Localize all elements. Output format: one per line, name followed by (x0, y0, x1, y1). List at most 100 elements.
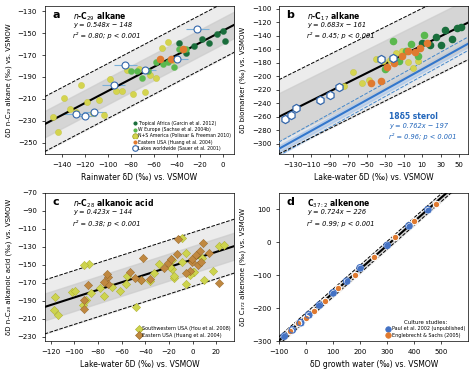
Point (54, 312, 62, 318)
Point (190, 43, 198, 49)
Text: y = 0.724x − 226: y = 0.724x − 226 (307, 209, 366, 215)
Point (281, 333, 288, 339)
Point (146, 278, 154, 284)
Point (335, 285, 342, 291)
Point (351, 272, 358, 278)
Text: 18δ5 sterol: 18δ5 sterol (389, 112, 438, 122)
Point (196, 248, 203, 254)
Point (164, 261, 172, 267)
Point (414, 58, 421, 64)
Point (294, 320, 301, 326)
Point (108, 284, 115, 290)
Point (103, 271, 111, 277)
Point (289, 327, 296, 333)
Point (389, 56, 396, 62)
Point (370, 254, 377, 260)
Point (213, 31, 221, 37)
Point (410, 218, 418, 224)
Point (175, 46, 183, 53)
Y-axis label: δD n-C₂₈ alkanoic acid (‰) vs. VSMOW: δD n-C₂₈ alkanoic acid (‰) vs. VSMOW (6, 199, 12, 335)
Point (174, 236, 182, 242)
Point (411, 49, 419, 55)
Point (179, 46, 186, 52)
Point (191, 252, 199, 258)
Point (380, 58, 387, 64)
Legend: Tropical Africa (Garcin et al. 2012), W Europe (Sachse et al. 2004b), N+S Americ: Tropical Africa (Garcin et al. 2012), W … (132, 120, 232, 152)
Point (152, 59, 160, 65)
Point (194, 26, 201, 32)
Point (123, 273, 131, 279)
Point (60, 94, 68, 100)
Point (329, 290, 337, 296)
Point (124, 67, 131, 73)
Point (127, 68, 135, 74)
Point (215, 243, 222, 249)
Point (137, 277, 145, 283)
Point (104, 273, 112, 279)
Point (190, 269, 198, 275)
Point (112, 88, 119, 94)
Point (82, 297, 90, 303)
Point (417, 45, 424, 51)
Point (81, 297, 88, 303)
Point (389, 38, 396, 44)
Point (132, 304, 140, 310)
Point (454, 25, 461, 31)
Point (302, 315, 310, 321)
Text: y = 0.683x − 161: y = 0.683x − 161 (307, 22, 366, 28)
Point (392, 50, 400, 56)
Point (292, 105, 300, 111)
Text: a: a (52, 10, 60, 20)
X-axis label: δD growth water (‰) vs. VSMOW: δD growth water (‰) vs. VSMOW (310, 360, 438, 369)
Point (87, 290, 95, 296)
Point (317, 97, 324, 103)
Point (81, 113, 89, 119)
Point (171, 273, 178, 279)
Point (305, 312, 312, 318)
Point (133, 68, 140, 74)
Point (169, 266, 176, 272)
Point (343, 278, 350, 284)
Point (209, 268, 217, 274)
Point (83, 99, 91, 105)
Point (305, 312, 312, 318)
Point (122, 281, 129, 287)
Point (424, 207, 432, 213)
Text: y = 0.423x − 144: y = 0.423x − 144 (73, 209, 132, 215)
Point (405, 223, 413, 229)
Text: r² = 0.96; p < 0.001: r² = 0.96; p < 0.001 (389, 133, 456, 140)
Point (377, 56, 384, 62)
X-axis label: Lake-water δD (‰) vs. VSMOW: Lake-water δD (‰) vs. VSMOW (314, 173, 433, 182)
Point (167, 256, 175, 262)
Point (457, 24, 465, 30)
Point (139, 255, 146, 261)
Point (178, 259, 186, 265)
Point (100, 293, 108, 299)
Point (286, 328, 293, 334)
Point (405, 223, 413, 229)
Point (182, 46, 190, 52)
Point (104, 281, 112, 287)
Point (173, 56, 181, 62)
Point (386, 57, 393, 63)
Point (89, 110, 97, 116)
Text: $n$-C$_{28}$ alkanoic acid: $n$-C$_{28}$ alkanoic acid (73, 197, 154, 210)
Text: r² = 0.38; p < 0.001: r² = 0.38; p < 0.001 (73, 220, 141, 226)
Point (409, 65, 417, 71)
Point (72, 111, 80, 117)
Point (432, 34, 440, 40)
Point (178, 236, 186, 242)
Point (90, 109, 98, 115)
Point (321, 298, 328, 304)
Point (414, 53, 421, 59)
Legend: Paul et al. 2002 (unpublished), Englebrecht & Sachs (2005): Paul et al. 2002 (unpublished), Englebre… (385, 319, 466, 339)
Point (326, 92, 334, 98)
Point (85, 261, 93, 267)
Point (437, 42, 445, 48)
Point (167, 56, 175, 62)
Point (106, 76, 114, 82)
Point (221, 38, 229, 44)
Text: y = 0.548x − 148: y = 0.548x − 148 (73, 22, 132, 28)
Point (84, 282, 92, 288)
Point (68, 290, 76, 296)
